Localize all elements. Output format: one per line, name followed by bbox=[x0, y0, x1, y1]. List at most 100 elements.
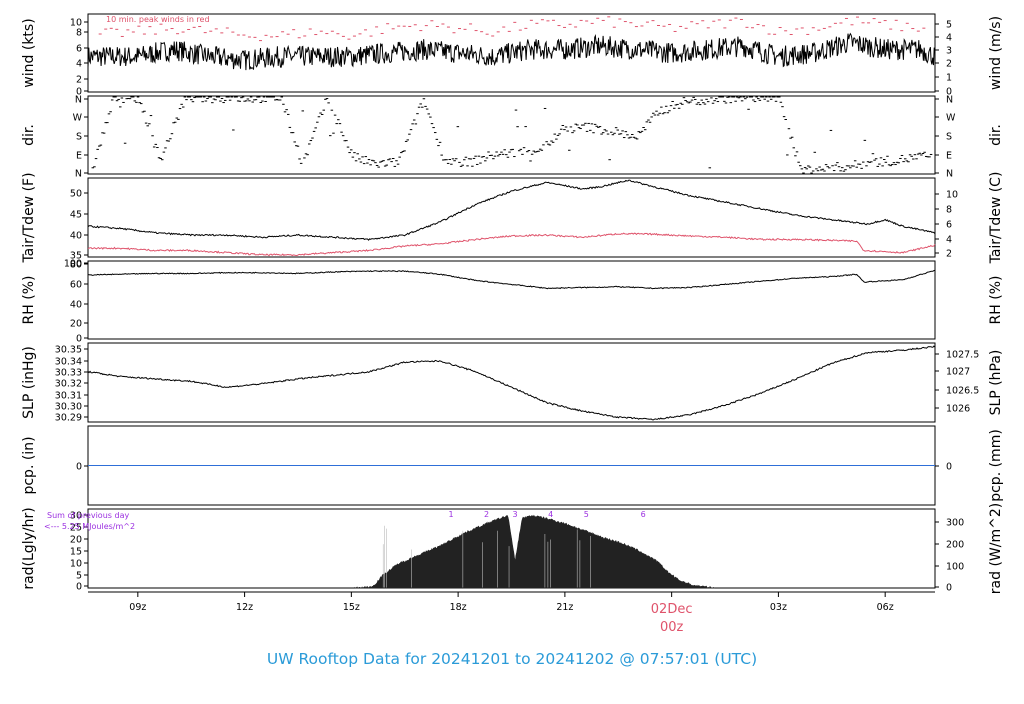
temp-ytick-right-label: 10 bbox=[946, 190, 958, 201]
rad-series-area bbox=[354, 514, 716, 589]
rad-ytick-label: 0 bbox=[76, 582, 82, 593]
rh-series-RH bbox=[87, 269, 936, 290]
rad-ytick-right-label: 100 bbox=[946, 562, 964, 573]
peak-winds-note: 10 min. peak winds in red bbox=[106, 15, 210, 24]
dir-ytick-label: N bbox=[75, 169, 82, 180]
wind-ytick-right-label: 5 bbox=[946, 20, 952, 31]
wind-ytick-label: 0 bbox=[76, 87, 82, 98]
dir-ylabel: dir. bbox=[21, 124, 37, 146]
rh-ytick-label: 80 bbox=[70, 260, 82, 271]
time-tick-label: 03z bbox=[770, 602, 787, 613]
rad-hour-label: 6 bbox=[641, 510, 646, 519]
time-tick-label: 21z bbox=[556, 602, 573, 613]
time-axis: 09z 12z 15z 18z 21z 03z 06z 02Dec 00z bbox=[88, 591, 935, 635]
temp-ytick-right-label: 8 bbox=[946, 205, 952, 216]
temp-panel: Tair/Tdew (F) Tair/Tdew (C) 35 40 45 50 2 4 6 8 10 bbox=[21, 172, 1004, 265]
rad-ytick-right-label: 200 bbox=[946, 540, 964, 551]
date-marker: 02Dec bbox=[651, 602, 693, 617]
slp-ylabel: SLP (inHg) bbox=[21, 346, 37, 419]
slp-ytick-label: 30.32 bbox=[55, 379, 82, 390]
dir-ytick-right-label: W bbox=[946, 113, 956, 124]
temp-series-Tair bbox=[87, 179, 936, 241]
wind-ytick-right-label: 0 bbox=[946, 87, 952, 98]
slp-ylabel-right: SLP (hPa) bbox=[988, 350, 1004, 416]
wind-ytick-label: 6 bbox=[76, 44, 82, 55]
figure-title: UW Rooftop Data for 20241201 to 20241202… bbox=[267, 650, 757, 668]
wind-ytick-right-label: 4 bbox=[946, 33, 952, 44]
temp-ylabel: Tair/Tdew (F) bbox=[21, 172, 37, 263]
rh-ytick-label: 0 bbox=[76, 334, 82, 345]
temp-ytick-right-label: 2 bbox=[946, 249, 952, 260]
wind-series-line bbox=[87, 32, 936, 71]
wind-ylabel-right: wind (m/s) bbox=[988, 16, 1004, 90]
wind-frame bbox=[87, 13, 936, 93]
dir-ytick-right-label: E bbox=[946, 151, 952, 162]
wind-ylabel: wind (kts) bbox=[21, 18, 37, 87]
dir-ylabel-right: dir. bbox=[988, 124, 1004, 146]
rad-hour-label: 3 bbox=[513, 510, 518, 519]
wind-ytick-label: 8 bbox=[76, 28, 82, 39]
slp-ytick-label: 30.34 bbox=[55, 357, 82, 368]
rad-ytick-label: 15 bbox=[70, 547, 82, 558]
dir-ytick-label: W bbox=[73, 113, 83, 124]
rad-sum-note-line1: Sum of previous day bbox=[47, 511, 129, 520]
time-tick-label: 12z bbox=[236, 602, 253, 613]
temp-series-Tdew bbox=[87, 232, 936, 257]
rh-frame bbox=[87, 260, 936, 340]
wind-ytick-right-label: 1 bbox=[946, 73, 952, 84]
wind-ytick-label: 2 bbox=[76, 75, 82, 86]
time-tick-label: 09z bbox=[129, 602, 146, 613]
rh-ylabel: RH (%) bbox=[21, 276, 37, 325]
rad-panel: rad(Lgly/hr) rad (W/m^2)05101520253001002… bbox=[21, 503, 1004, 594]
rad-hour-label: 2 bbox=[484, 510, 489, 519]
rad-ytick-right-label: 300 bbox=[946, 518, 964, 529]
rad-ytick-label: 30 bbox=[70, 511, 82, 522]
temp-ylabel-right: Tair/Tdew (C) bbox=[988, 172, 1004, 265]
dir-ytick-label: E bbox=[76, 151, 82, 162]
dir-ytick-right-label: S bbox=[946, 132, 952, 143]
dir-ytick-right-label: N bbox=[946, 169, 953, 180]
dir-ytick-label: S bbox=[76, 132, 82, 143]
rh-ytick-label: 20 bbox=[70, 319, 82, 330]
dir-ytick-label: N bbox=[75, 95, 82, 106]
rad-hour-label: 5 bbox=[584, 510, 589, 519]
rad-ylabel-right: rad (W/m^2) bbox=[988, 503, 1004, 594]
rh-ytick-label: 100 bbox=[64, 259, 82, 270]
rad-hour-label: 1 bbox=[448, 510, 453, 519]
temp-ytick-label: 40 bbox=[70, 231, 82, 242]
pcp-ytick-label: 0 bbox=[76, 462, 82, 473]
wind-ytick-right-label: 3 bbox=[946, 46, 952, 57]
slp-ytick-right-label: 1026 bbox=[946, 404, 970, 415]
slp-panel: SLP (inHg) SLP (hPa)30.2930.3030.3130.323… bbox=[21, 342, 1004, 424]
slp-frame bbox=[87, 342, 936, 423]
rh-ylabel-right: RH (%) bbox=[988, 276, 1004, 325]
slp-ytick-right-label: 1027.5 bbox=[946, 350, 979, 361]
wind-ytick-right-label: 2 bbox=[946, 59, 952, 70]
time-tick-label: 18z bbox=[450, 602, 467, 613]
rad-ytick-right-label: 0 bbox=[946, 583, 952, 594]
time-tick-label: 06z bbox=[877, 602, 894, 613]
rad-ytick-label: 25 bbox=[70, 523, 82, 534]
rad-ytick-label: 5 bbox=[76, 571, 82, 582]
rad-ytick-label: 20 bbox=[70, 535, 82, 546]
rad-hour-label: 4 bbox=[548, 510, 553, 519]
dir-ytick-right-label: N bbox=[946, 95, 953, 106]
slp-ytick-label: 30.35 bbox=[55, 345, 82, 356]
wind-ytick-label: 10 bbox=[70, 18, 82, 29]
slp-ytick-label: 30.29 bbox=[55, 413, 82, 424]
pcp-ylabel: pcp. (in) bbox=[21, 436, 37, 494]
rad-ylabel: rad(Lgly/hr) bbox=[21, 507, 37, 589]
date-marker-sub: 00z bbox=[660, 620, 684, 635]
slp-ytick-right-label: 1027 bbox=[946, 367, 970, 378]
temp-ytick-label: 45 bbox=[70, 210, 82, 221]
rh-ytick-label: 40 bbox=[70, 300, 82, 311]
temp-ytick-right-label: 6 bbox=[946, 220, 952, 231]
pcp-ylabel-right: pcp. (mm) bbox=[988, 429, 1004, 502]
dir-frame bbox=[87, 95, 936, 175]
temp-ytick-label: 50 bbox=[70, 189, 82, 200]
slp-ytick-right-label: 1026.5 bbox=[946, 386, 979, 397]
